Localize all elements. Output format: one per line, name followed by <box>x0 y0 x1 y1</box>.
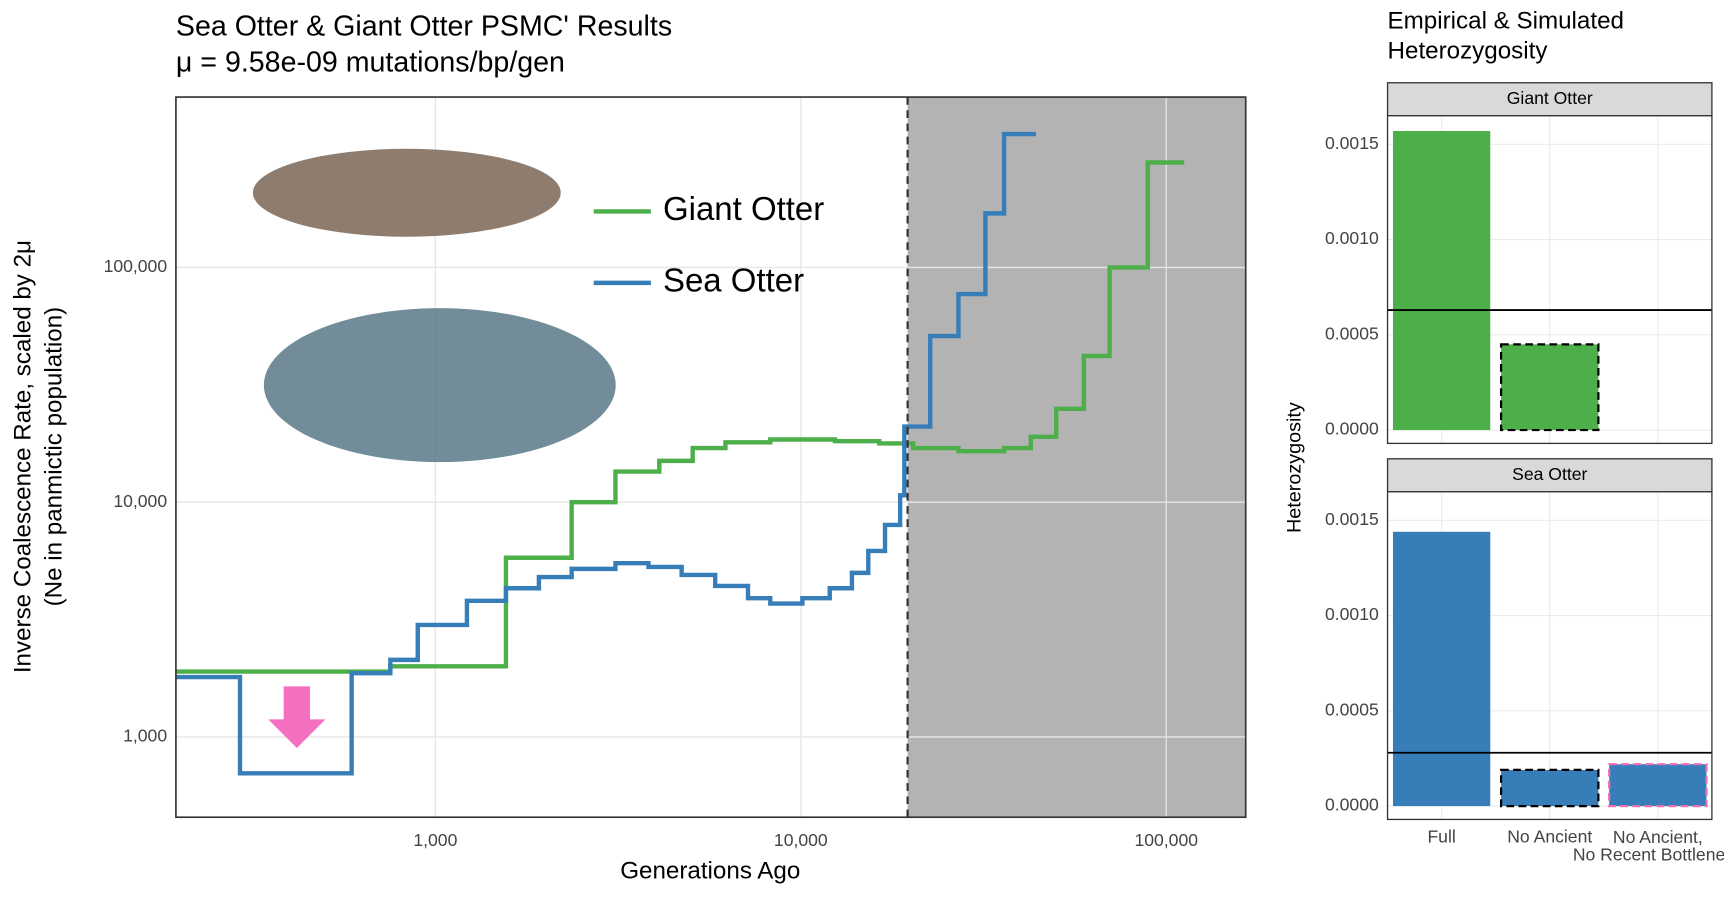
y-tick-label: 0.0015 <box>1325 133 1379 153</box>
series-line <box>175 131 1036 776</box>
x-axis-label: Generations Ago <box>620 858 800 885</box>
legend-label: Sea Otter <box>663 262 804 299</box>
bar <box>1608 763 1708 808</box>
y-axis-label: (Ne in panmictic population) <box>40 307 67 607</box>
chart-title: Heterozygosity <box>1388 37 1549 64</box>
y-tick-label: 100,000 <box>104 256 168 276</box>
plot-border <box>1386 115 1713 445</box>
y-tick-label: 1,000 <box>123 726 167 746</box>
facet-strip <box>1386 458 1713 493</box>
x-tick-label-line: No Ancient, <box>1613 827 1703 847</box>
y-tick-label: 0.0005 <box>1325 323 1379 343</box>
y-tick-label: 0.0000 <box>1325 419 1379 439</box>
y-tick-label: 0.0010 <box>1325 604 1379 624</box>
plot-border <box>1386 491 1713 821</box>
shaded-region <box>907 97 1246 818</box>
legend-label: Giant Otter <box>663 190 824 227</box>
bar <box>1499 768 1600 808</box>
bar <box>1392 130 1491 431</box>
y-tick-label: 0.0015 <box>1325 509 1379 529</box>
y-tick-label: 0.0010 <box>1325 228 1379 248</box>
x-tick-label: 10,000 <box>774 830 828 850</box>
series-line <box>175 160 1185 674</box>
plot-border <box>175 96 1247 819</box>
arrow-icon <box>268 686 326 748</box>
y-tick-label: 0.0005 <box>1325 699 1379 719</box>
x-tick-label: No Ancient,No Recent Bottleneck <box>1573 827 1724 865</box>
bar <box>1392 531 1491 807</box>
y-tick-label: 10,000 <box>113 491 167 511</box>
x-tick-label: Full <box>1427 827 1455 847</box>
bar <box>1499 343 1600 432</box>
facet-label: Sea Otter <box>1512 464 1587 484</box>
x-tick-label: No Ancient <box>1507 827 1592 847</box>
illustration <box>263 308 616 463</box>
chart-title: Empirical & Simulated <box>1388 8 1624 35</box>
illustration <box>252 148 561 237</box>
x-tick-label-line: No Recent Bottleneck <box>1573 844 1724 864</box>
y-tick-label: 0.0000 <box>1325 795 1379 815</box>
y-axis-label: Heterozygosity <box>1283 402 1305 533</box>
chart-subtitle: μ = 9.58e-09 mutations/bp/gen <box>176 47 565 79</box>
x-tick-label: 100,000 <box>1134 830 1198 850</box>
y-axis-label: Inverse Coalescence Rate, scaled by 2μ <box>10 240 37 673</box>
facet-label: Giant Otter <box>1507 88 1593 108</box>
chart-title: Sea Otter & Giant Otter PSMC' Results <box>176 10 672 42</box>
x-tick-label: 1,000 <box>413 830 457 850</box>
facet-strip <box>1386 82 1713 117</box>
